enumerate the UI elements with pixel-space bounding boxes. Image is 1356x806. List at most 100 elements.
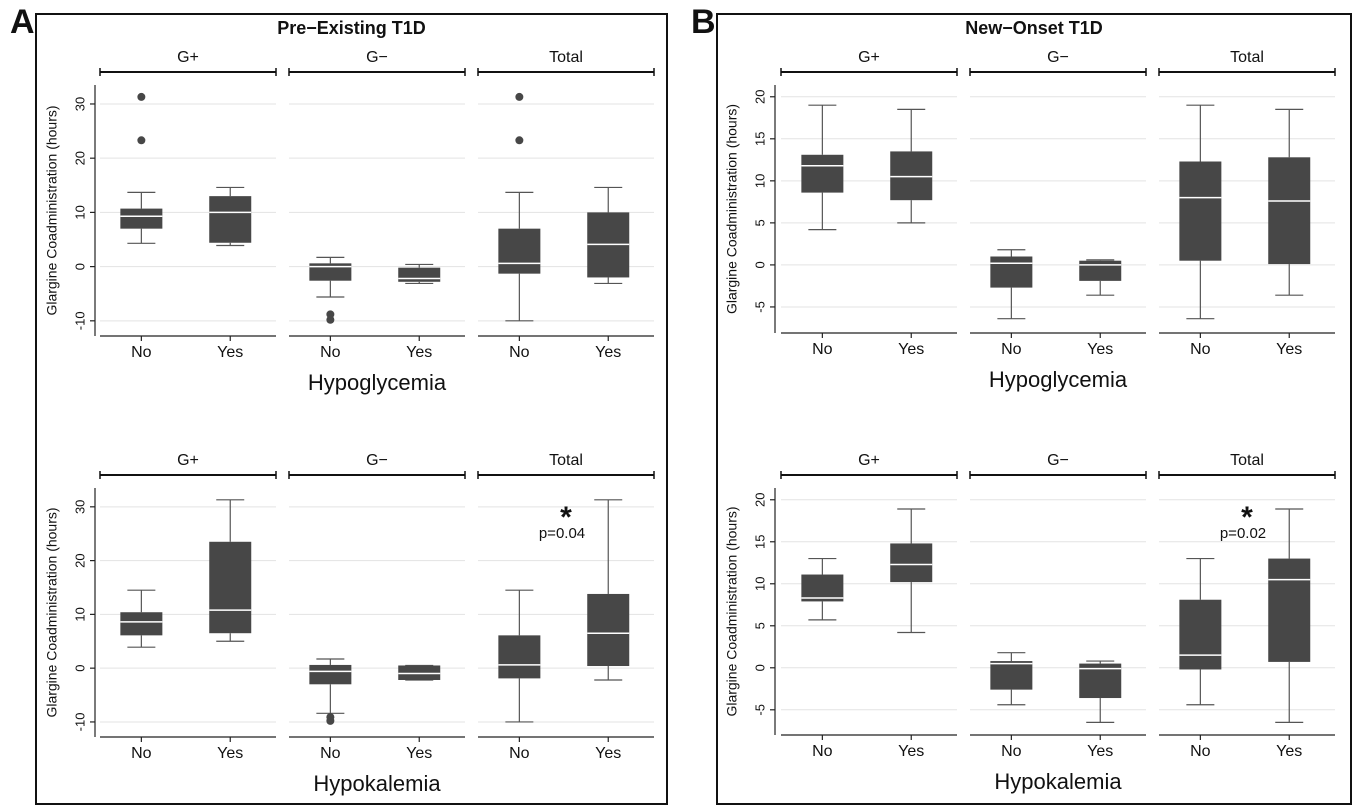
y-tick-label: 15: [752, 535, 767, 549]
y-axis-label: Glargine Coadministration (hours): [44, 105, 60, 315]
y-tick-label: 30: [72, 500, 87, 514]
panel-title: Pre−Existing T1D: [277, 18, 426, 38]
panel-title: New−Onset T1D: [965, 18, 1103, 38]
x-tick-label: No: [1190, 743, 1211, 760]
x-axis-label: Hypokalemia: [994, 769, 1122, 794]
y-tick-label: 20: [752, 90, 767, 104]
x-tick-label: Yes: [1276, 341, 1302, 358]
x-tick-label: Yes: [1087, 341, 1113, 358]
box: [801, 154, 844, 193]
x-tick-label: No: [131, 344, 152, 361]
y-axis-label: Glargine Coadministration (hours): [724, 506, 740, 716]
x-tick-label: No: [1001, 341, 1022, 358]
outlier: [515, 92, 524, 101]
outlier: [137, 92, 146, 101]
y-tick-label: 0: [752, 664, 767, 671]
box: [1179, 599, 1222, 670]
box: [587, 593, 630, 667]
outlier: [137, 136, 146, 145]
box: [890, 543, 933, 583]
x-tick-label: No: [509, 344, 530, 361]
x-tick-label: No: [1001, 743, 1022, 760]
box: [309, 664, 352, 685]
facet-label: Total: [1230, 452, 1264, 469]
significance-star: *: [560, 501, 572, 534]
box: [990, 256, 1033, 288]
x-tick-label: No: [812, 341, 833, 358]
x-axis-label: Hypokalemia: [313, 771, 441, 796]
x-axis-label: Hypoglycemia: [989, 367, 1128, 392]
y-tick-label: 20: [72, 553, 87, 567]
facet-label: G−: [1047, 49, 1069, 66]
box: [990, 661, 1033, 690]
y-tick-label: 10: [752, 174, 767, 188]
x-tick-label: Yes: [595, 344, 621, 361]
outlier: [326, 716, 335, 725]
y-tick-label: 10: [72, 205, 87, 219]
y-tick-label: -10: [72, 713, 87, 732]
panel-frame: [35, 13, 668, 805]
p-value: p=0.04: [539, 525, 585, 542]
box: [498, 635, 541, 679]
x-axis-label: Hypoglycemia: [308, 370, 447, 395]
x-tick-label: Yes: [217, 745, 243, 762]
y-tick-label: -10: [72, 311, 87, 330]
facet-label: Total: [549, 452, 583, 469]
y-tick-label: 5: [752, 219, 767, 226]
facet-label: G−: [366, 452, 388, 469]
panel-frame: [716, 13, 1352, 805]
box: [1079, 260, 1122, 281]
box: [1179, 161, 1222, 261]
box: [209, 196, 252, 243]
y-tick-label: -5: [752, 301, 767, 313]
outlier: [326, 315, 335, 324]
box: [1268, 157, 1311, 265]
x-tick-label: Yes: [898, 743, 924, 760]
panel-label: A: [10, 3, 35, 41]
significance-star: *: [1241, 501, 1253, 534]
x-tick-label: No: [320, 745, 341, 762]
facet-label: G+: [177, 49, 199, 66]
y-tick-label: -5: [752, 704, 767, 716]
x-tick-label: Yes: [898, 341, 924, 358]
y-tick-label: 20: [752, 493, 767, 507]
y-tick-label: 15: [752, 132, 767, 146]
facet-label: G−: [1047, 452, 1069, 469]
y-tick-label: 20: [72, 151, 87, 165]
box: [398, 665, 441, 680]
x-tick-label: Yes: [406, 745, 432, 762]
box: [1268, 558, 1311, 662]
box: [309, 263, 352, 281]
facet-label: G+: [858, 452, 880, 469]
box: [801, 574, 844, 602]
box: [398, 267, 441, 282]
x-tick-label: No: [812, 743, 833, 760]
facet-label: G+: [858, 49, 880, 66]
y-tick-label: 0: [72, 665, 87, 672]
y-tick-label: 0: [752, 261, 767, 268]
x-tick-label: Yes: [1087, 743, 1113, 760]
facet-label: Total: [1230, 49, 1264, 66]
facet-label: G−: [366, 49, 388, 66]
x-tick-label: No: [509, 745, 530, 762]
y-axis-label: Glargine Coadministration (hours): [724, 104, 740, 314]
box: [498, 228, 541, 274]
x-tick-label: Yes: [406, 344, 432, 361]
y-tick-label: 30: [72, 97, 87, 111]
box: [120, 208, 163, 229]
y-tick-label: 0: [72, 263, 87, 270]
y-tick-label: 10: [752, 577, 767, 591]
y-axis-label: Glargine Coadministration (hours): [44, 507, 60, 717]
x-tick-label: Yes: [217, 344, 243, 361]
x-tick-label: No: [320, 344, 341, 361]
facet-label: Total: [549, 49, 583, 66]
y-tick-label: 5: [752, 622, 767, 629]
box: [890, 151, 933, 201]
outlier: [515, 136, 524, 145]
x-tick-label: Yes: [1276, 743, 1302, 760]
y-tick-label: 10: [72, 607, 87, 621]
facet-label: G+: [177, 452, 199, 469]
x-tick-label: Yes: [595, 745, 621, 762]
